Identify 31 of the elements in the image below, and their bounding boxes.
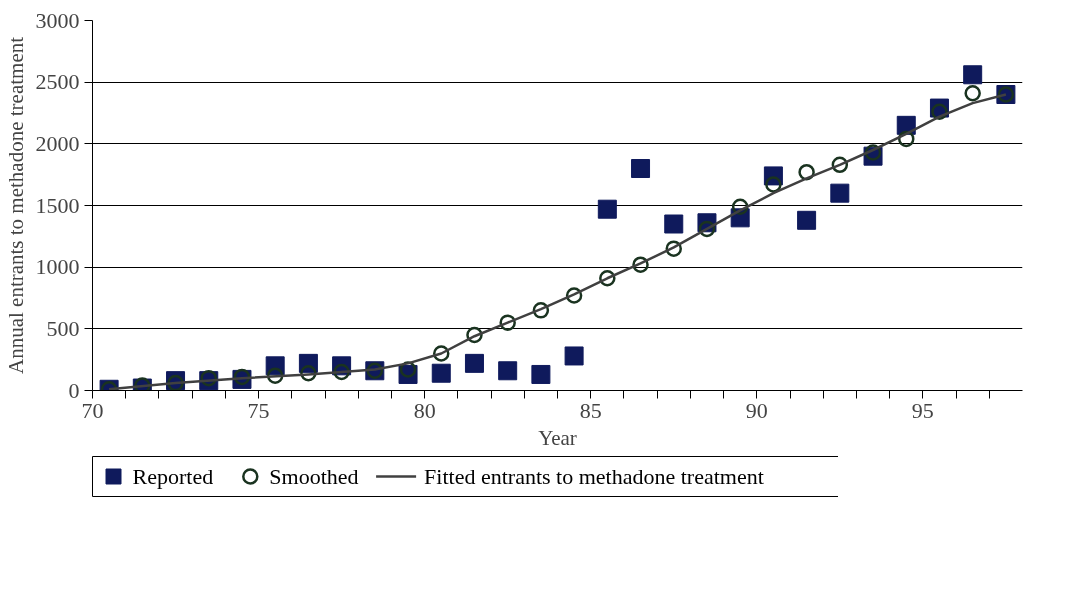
y-tick-label: 0	[68, 377, 80, 403]
point	[797, 210, 817, 230]
point	[431, 363, 451, 383]
legend-label: Smoothed	[269, 464, 359, 489]
x-tick-label: 70	[81, 397, 104, 423]
point	[464, 353, 484, 373]
x-tick-label: 75	[247, 397, 270, 423]
point	[597, 199, 617, 219]
point	[964, 85, 981, 102]
point	[564, 346, 584, 366]
legend-label: Reported	[132, 464, 214, 489]
x-tick-label: 85	[579, 397, 602, 423]
x-tick-label: 95	[911, 397, 934, 423]
point	[963, 65, 983, 85]
point	[664, 214, 684, 234]
x-tick-label: 90	[745, 397, 768, 423]
point	[830, 183, 850, 203]
y-tick-label: 2500	[35, 69, 80, 95]
point	[531, 364, 551, 384]
y-tick-label: 1500	[35, 192, 80, 218]
point	[631, 159, 651, 178]
x-tick-label: 80	[413, 397, 436, 423]
legend-label: Fitted entrants to methadone treatment	[424, 464, 764, 489]
y-tick-label: 1000	[35, 254, 80, 280]
x-axis-title: Year	[538, 425, 577, 450]
point	[498, 361, 518, 381]
y-tick-label: 500	[46, 315, 80, 341]
y-tick-label: 2000	[35, 130, 80, 156]
point	[765, 176, 782, 193]
y-tick-label: 3000	[35, 7, 80, 33]
y-axis-title: Annual entrants to methadone treatment	[3, 36, 28, 375]
